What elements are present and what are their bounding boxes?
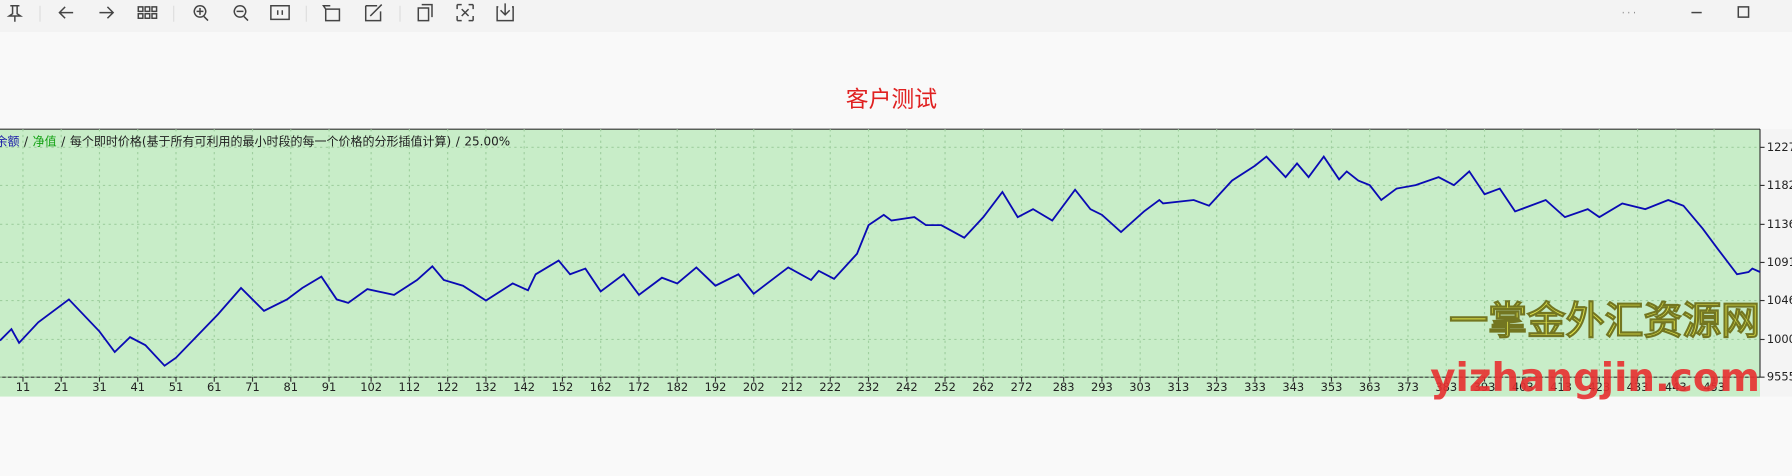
legend-separator: / [456, 134, 461, 148]
chart: 1227118211361091104610009555112131415161… [0, 128, 1792, 397]
x-tick-label: 222 [819, 380, 841, 394]
x-tick-label: 21 [54, 380, 69, 394]
x-tick-label: 373 [1397, 380, 1419, 394]
x-tick-label: 333 [1244, 380, 1266, 394]
x-tick-label: 182 [666, 380, 688, 394]
x-tick-label: 11 [16, 380, 31, 394]
legend-entry: 25.00% [464, 134, 510, 148]
y-tick-label: 1046 [1767, 293, 1792, 307]
actual-size-button[interactable] [270, 4, 290, 21]
x-tick-label: 31 [92, 380, 107, 394]
x-tick-label: 71 [245, 380, 260, 394]
crop-button[interactable] [456, 3, 474, 22]
x-tick-label: 162 [590, 380, 612, 394]
x-tick-label: 353 [1321, 380, 1343, 394]
legend: 余额 / 净值 / 每个即时价格(基于所有可利用的最小时段的每一个价格的分形插值计算) /… [0, 133, 510, 148]
edit-button[interactable] [364, 4, 383, 22]
x-tick-label: 433 [1627, 380, 1649, 394]
toolbar [0, 0, 1792, 32]
x-tick-label: 51 [169, 380, 184, 394]
maximize-button[interactable] [1737, 6, 1750, 18]
forward-button[interactable] [99, 6, 115, 19]
x-tick-label: 413 [1550, 380, 1572, 394]
watermark-url: yizhangjin.com [1430, 356, 1760, 401]
legend-entry: 净值 [33, 133, 57, 148]
x-tick-label: 242 [896, 380, 918, 394]
x-tick-label: 423 [1588, 380, 1610, 394]
back-button[interactable] [58, 6, 74, 19]
x-tick-label: 132 [475, 380, 497, 394]
legend-entry: 每个即时价格(基于所有可利用的最小时段的每一个价格的分形插值计算) [70, 133, 451, 148]
y-tick-label: 1227 [1767, 140, 1792, 154]
x-tick-label: 403 [1512, 380, 1534, 394]
x-tick-label: 323 [1206, 380, 1228, 394]
x-tick-label: 172 [628, 380, 650, 394]
zoom-out-button[interactable] [233, 4, 249, 22]
zoom-in-button[interactable] [193, 4, 209, 22]
legend-separator: / [24, 134, 29, 148]
watermark-cn: 一掌金外汇资源网 [1449, 299, 1760, 344]
x-tick-label: 252 [934, 380, 956, 394]
watermark: 一掌金外汇资源网 yizhangjin.com [1430, 298, 1760, 401]
x-tick-label: 293 [1091, 380, 1113, 394]
x-tick-label: 112 [399, 380, 421, 394]
x-tick-label: 212 [781, 380, 803, 394]
x-tick-label: 343 [1282, 380, 1304, 394]
x-tick-label: 61 [207, 380, 222, 394]
x-tick-label: 262 [972, 380, 994, 394]
x-tick-label: 81 [284, 380, 299, 394]
x-tick-label: 122 [437, 380, 459, 394]
x-tick-label: 393 [1474, 380, 1496, 394]
equity-line [0, 154, 1761, 367]
y-tick-label: 1000 [1767, 332, 1792, 346]
x-tick-label: 443 [1665, 380, 1687, 394]
x-tick-label: 192 [705, 380, 727, 394]
x-tick-label: 102 [360, 380, 382, 394]
copy-button[interactable] [417, 3, 433, 22]
rotate-button[interactable] [322, 4, 341, 22]
x-tick-label: 152 [552, 380, 574, 394]
axis-label-area [1760, 129, 1792, 397]
x-tick-label: 383 [1435, 380, 1457, 394]
x-tick-label: 202 [743, 380, 765, 394]
gallery-button[interactable] [137, 6, 158, 20]
page-title: 客户测试 [846, 87, 938, 113]
legend-entry: 余额 [0, 133, 19, 148]
y-tick-label: 1182 [1767, 178, 1792, 192]
x-tick-label: 453 [1703, 380, 1725, 394]
x-tick-label: 272 [1011, 380, 1033, 394]
x-tick-label: 91 [322, 380, 337, 394]
x-tick-label: 41 [130, 380, 145, 394]
x-tick-label: 303 [1129, 380, 1151, 394]
y-tick-label: 9555 [1767, 370, 1792, 384]
x-tick-label: 142 [513, 380, 535, 394]
x-tick-label: 313 [1168, 380, 1190, 394]
legend-separator: / [61, 134, 66, 148]
y-tick-label: 1136 [1767, 217, 1792, 231]
toolbar-bg [0, 0, 1792, 32]
x-tick-label: 232 [858, 380, 880, 394]
x-tick-label: 283 [1053, 380, 1075, 394]
x-tick-label: 363 [1359, 380, 1381, 394]
pin-button[interactable] [6, 4, 24, 22]
save-button[interactable] [496, 3, 514, 22]
